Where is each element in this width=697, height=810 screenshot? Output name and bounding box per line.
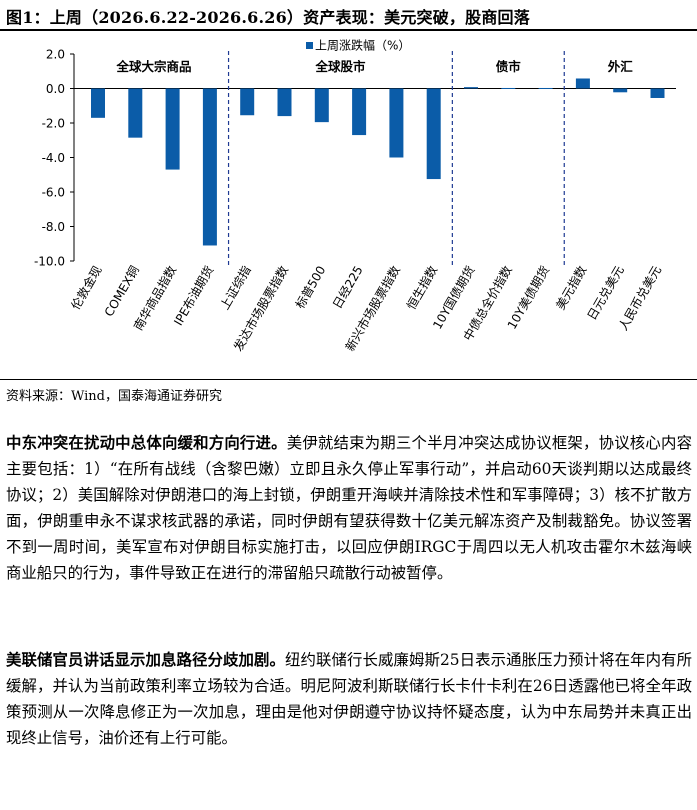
paragraph-body: 美伊就结束为期三个半月冲突达成协议框架，协议核心内容主要包括：1）“在所有战线（… (6, 434, 692, 582)
legend-swatch (306, 42, 313, 49)
paragraph-body: 纽约联储行长威廉姆斯25日表示通胀压力预计将在年内有所缓解，并认为当前政策利率立… (6, 651, 692, 747)
group-labels: 全球大宗商品 全球股市 债市 外汇 (115, 59, 633, 74)
y-tick-label: 2.0 (46, 48, 65, 62)
paragraph-fed: 美联储官员讲话显示加息路径分歧加剧。纽约联储行长威廉姆斯25日表示通胀压力预计将… (6, 647, 692, 751)
bar-chart: 2.0 0.0 -2.0 -4.0 -6.0 -8.0 -10.0 全球大宗商品 全球股市 债市… (34, 38, 676, 354)
bar (650, 88, 665, 98)
source-rule (0, 379, 697, 380)
bars (91, 78, 665, 246)
y-tick-label: -4.0 (42, 151, 65, 165)
bar (91, 88, 105, 118)
y-tick-label: 0.0 (46, 82, 65, 96)
bar (426, 88, 441, 180)
bar (538, 87, 553, 89)
y-tick-label: -6.0 (42, 186, 65, 200)
bar (352, 88, 367, 136)
bar (613, 88, 628, 93)
group-label: 全球股市 (314, 59, 366, 74)
y-tick-label: -8.0 (42, 220, 65, 234)
title-rule (0, 29, 697, 31)
x-tick-label: 日经225 (330, 264, 366, 312)
x-tick-label: 日元兑美元 (585, 264, 627, 323)
bar (277, 88, 292, 117)
bar (389, 88, 404, 158)
group-separators (227, 51, 565, 267)
x-tick-label: 上证综指 (217, 263, 254, 312)
bar (314, 88, 329, 123)
bar (128, 88, 143, 138)
paragraph-middle-east: 中东冲突在扰动中总体向缓和方向行进。美伊就结束为期三个半月冲突达成协议框架，协议… (6, 430, 692, 586)
x-tick-label: COMEX铜 (101, 263, 142, 319)
bar (575, 78, 590, 89)
legend: 上周涨跌幅（%） (306, 38, 410, 53)
y-tick-label: -10.0 (34, 255, 65, 269)
figure-title: 图1：上周（2026.6.22-2026.6.26）资产表现：美元突破，股商回落 (6, 8, 530, 27)
group-label: 债市 (496, 59, 522, 74)
paragraph-lead: 中东冲突在扰动中总体向缓和方向行进。 (6, 434, 287, 452)
x-tick-label: 恒生指数 (403, 263, 440, 312)
bar (464, 87, 478, 89)
group-label: 外汇 (607, 59, 634, 74)
bar (202, 88, 217, 246)
y-tick-label: -2.0 (42, 117, 65, 131)
paragraph-lead: 美联储官员讲话显示加息路径分歧加剧。 (6, 651, 285, 669)
x-tick-label: 美元指数 (552, 263, 589, 312)
bar (165, 88, 180, 170)
group-label: 全球大宗商品 (115, 59, 191, 74)
bar (501, 87, 516, 89)
legend-label: 上周涨跌幅（%） (315, 38, 410, 53)
source-note: 资料来源：Wind，国泰海通证券研究 (6, 389, 222, 404)
bar (240, 88, 255, 116)
x-tick-label: 伦敦金现 (68, 263, 105, 312)
x-tick-label: 标普500 (293, 264, 329, 312)
